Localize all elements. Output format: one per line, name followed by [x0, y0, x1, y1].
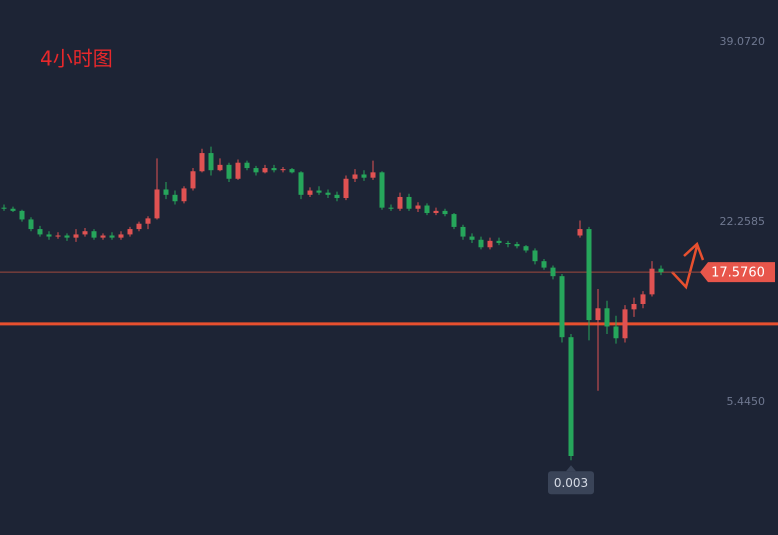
y-tick-label: 39.0720	[720, 35, 766, 48]
chart-title: 4小时图	[40, 47, 113, 71]
candle-body	[523, 246, 529, 251]
candle-body	[424, 205, 430, 214]
candle-body	[280, 169, 286, 171]
candle-body	[487, 240, 493, 248]
annotation-arrow	[671, 245, 699, 290]
candle-body	[145, 218, 151, 224]
candle-body	[361, 174, 367, 178]
candle-body	[100, 235, 106, 238]
candle-body	[622, 309, 628, 339]
candle-body	[532, 250, 538, 262]
candle-body	[586, 229, 592, 321]
candle-body	[469, 236, 475, 240]
candle-body	[568, 337, 574, 457]
y-tick-label: 5.4450	[727, 395, 766, 408]
candle-body	[334, 194, 340, 199]
candle-body	[343, 178, 349, 199]
candle-body	[406, 196, 412, 209]
price-tag-label: 17.5760	[711, 266, 765, 281]
candle-body	[46, 234, 52, 237]
candle-body	[217, 164, 223, 171]
candle-body	[199, 153, 205, 172]
candle-body	[604, 308, 610, 327]
candle-body	[28, 219, 34, 230]
candle-body	[577, 229, 583, 236]
candle-body	[649, 268, 655, 295]
candle-body	[550, 267, 556, 277]
candle-body	[460, 226, 466, 237]
candle-body	[244, 162, 250, 169]
low-label-pointer	[566, 465, 576, 472]
candle-body	[1, 207, 7, 209]
candle-body	[442, 210, 448, 215]
candle-body	[640, 294, 646, 305]
candle-body	[172, 194, 178, 202]
candle-body	[613, 326, 619, 339]
candle-body	[316, 190, 322, 193]
candle-body	[10, 208, 16, 211]
candle-body	[208, 153, 214, 171]
candle-body	[19, 210, 25, 220]
y-tick-label: 22.2585	[720, 215, 766, 228]
candle-body	[235, 162, 241, 179]
candle-body	[109, 235, 115, 238]
candle-body	[136, 223, 142, 230]
annotation-arrowhead	[683, 241, 705, 261]
candle-body	[118, 234, 124, 238]
candle-body	[127, 229, 133, 235]
candle-body	[541, 261, 547, 268]
candle-body	[325, 192, 331, 195]
candle-body	[415, 205, 421, 209]
candle-body	[73, 234, 79, 238]
candle-body	[181, 188, 187, 202]
candle-body	[658, 268, 664, 273]
candle-body	[496, 240, 502, 243]
candle-body	[559, 276, 565, 338]
candle-body	[82, 231, 88, 235]
candle-body	[262, 168, 268, 173]
candle-body	[226, 164, 232, 179]
candle-body	[478, 239, 484, 248]
candle-body	[451, 214, 457, 227]
candle-body	[91, 231, 97, 238]
candle-body	[289, 169, 295, 173]
low-label: 0.003	[554, 476, 588, 490]
candle-body	[505, 242, 511, 245]
candle-body	[595, 308, 601, 321]
candle-body	[379, 172, 385, 208]
candle-body	[253, 168, 259, 173]
candle-body	[154, 189, 160, 219]
candle-body	[370, 172, 376, 178]
candle-body	[298, 172, 304, 195]
candle-body	[163, 189, 169, 195]
candle-body	[352, 174, 358, 179]
candle-body	[631, 304, 637, 310]
candle-body	[55, 235, 61, 237]
candle-body	[388, 207, 394, 209]
price-tag	[700, 262, 775, 283]
candle-body	[397, 196, 403, 209]
candle-body	[190, 171, 196, 189]
candle-body	[307, 190, 313, 195]
candle-body	[37, 229, 43, 235]
candle-body	[514, 244, 520, 247]
candle-body	[433, 210, 439, 214]
low-label-box	[548, 471, 594, 495]
candle-body	[64, 235, 70, 238]
candle-body	[271, 168, 277, 171]
